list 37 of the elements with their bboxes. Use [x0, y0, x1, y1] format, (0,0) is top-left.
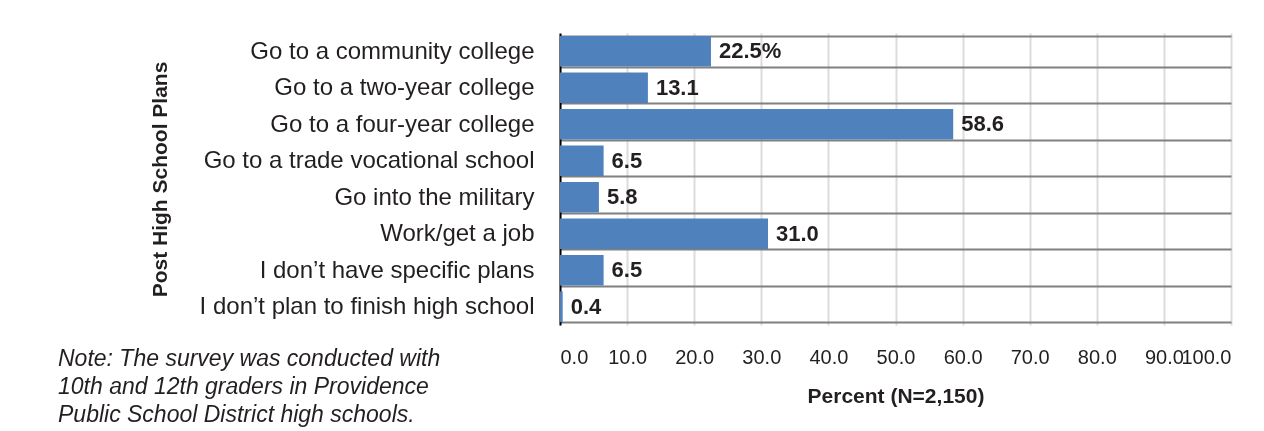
x-tick-label: 60.0 — [943, 345, 983, 368]
x-tick-label: 20.0 — [675, 345, 715, 368]
text: Note: The survey was conducted with 10th and 12th graders in Providence Public School District high schools. — [58, 344, 442, 428]
data-label: 31.0 — [776, 220, 819, 246]
y-tick-label: I don’t have specific plans — [259, 255, 535, 283]
y-tick-label: Go to a two-year college — [274, 73, 535, 101]
data-label: 13.1 — [655, 74, 699, 100]
data-label: 6.5 — [611, 147, 643, 173]
x-tick-label: 90.0 — [1144, 345, 1184, 368]
y-axis-title: Post High School Plans — [147, 61, 171, 298]
data-label: 22.5% — [718, 38, 782, 64]
data-label: 6.5 — [611, 257, 643, 283]
bar — [560, 254, 604, 286]
x-tick-label: 40.0 — [809, 345, 849, 368]
x-tick-label: 10.0 — [608, 345, 648, 368]
bar — [560, 218, 769, 250]
y-tick-label: Go into the military — [334, 182, 535, 210]
y-tick-label: Go to a four-year college — [270, 109, 535, 137]
bar — [560, 145, 604, 177]
x-tick-label: 0.0 — [560, 345, 589, 368]
bar — [560, 108, 954, 140]
bar — [560, 291, 563, 323]
x-axis-title: Percent (N=2,150) — [807, 383, 985, 407]
data-label: 58.6 — [961, 111, 1005, 137]
bar — [560, 35, 711, 67]
x-tick-label: 30.0 — [742, 345, 782, 368]
bar — [560, 181, 599, 213]
y-tick-label: Go to a community college — [250, 36, 535, 64]
bar — [560, 72, 648, 104]
data-label: 0.4 — [570, 293, 603, 319]
x-tick-label: 70.0 — [1010, 345, 1050, 368]
y-tick-label: I don’t plan to finish high school — [199, 292, 535, 320]
x-tick-label: 50.0 — [876, 345, 916, 368]
y-tick-label: Work/get a job — [380, 219, 535, 247]
data-label: 5.8 — [606, 184, 638, 210]
y-tick-label: Go to a trade vocational school — [203, 146, 535, 174]
x-tick-label: 80.0 — [1077, 345, 1117, 368]
